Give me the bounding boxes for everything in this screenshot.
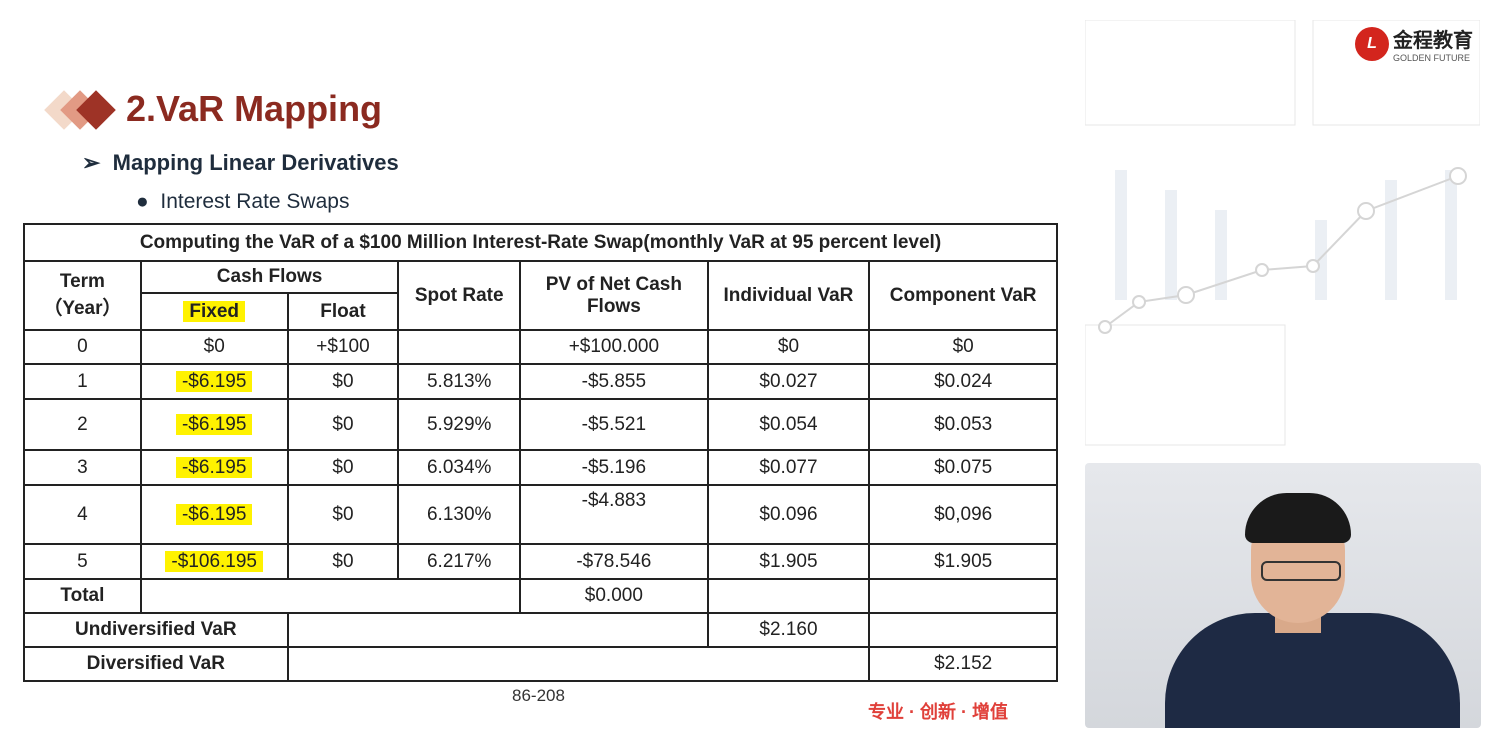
cell-float: $0 [286, 363, 400, 400]
table-row: 4 -$6.195 $0 6.130% -$4.883 $0.096 $0,096 [23, 484, 1058, 545]
cell-spot: 5.813% [397, 363, 522, 400]
cell-pv: +$100.000 [519, 329, 709, 365]
cell-pv: -$4.883 [519, 484, 709, 545]
table-row: 1 -$6.195 $0 5.813% -$5.855 $0.027 $0.024 [23, 363, 1058, 400]
cell-spot: 6.034% [397, 449, 522, 486]
cell-ivar: $0.054 [706, 398, 871, 451]
cell-ivar: $0.096 [706, 484, 871, 545]
logo: L 金程教育 GOLDEN FUTURE [1355, 24, 1473, 63]
cell-pv: -$78.546 [519, 543, 709, 580]
presenter-hair [1245, 493, 1351, 543]
cell-spot: 6.217% [397, 543, 522, 580]
cell-float: $0 [286, 398, 400, 451]
table-row: 0 $0 +$100 +$100.000 $0 $0 [23, 329, 1058, 365]
table-caption: Computing the VaR of a $100 Million Inte… [23, 223, 1058, 262]
header-cvar: Component VaR [868, 260, 1058, 331]
dot-bullet-icon: ● [136, 190, 161, 213]
presenter-video [1085, 463, 1481, 728]
arrow-bullet-icon: ➢ [82, 150, 113, 175]
subtitle: ➢ Mapping Linear Derivatives [82, 150, 399, 176]
cell-float: +$100 [286, 329, 400, 365]
cell-ivar: $0.027 [706, 363, 871, 400]
cell-cvar: $0 [868, 329, 1058, 365]
table-row: 2 -$6.195 $0 5.929% -$5.521 $0.054 $0.053 [23, 398, 1058, 451]
logo-name-en: GOLDEN FUTURE [1393, 53, 1471, 63]
cell-term: 2 [23, 398, 142, 451]
cell-cvar: $1.905 [868, 543, 1058, 580]
slide-title: 2.VaR Mapping [126, 88, 383, 129]
logo-emblem-icon: L [1355, 26, 1389, 61]
logo-name-cn: 金程教育 [1393, 30, 1473, 52]
background-decoration [1085, 20, 1480, 446]
table-row: 3 -$6.195 $0 6.034% -$5.196 $0.077 $0.075 [23, 449, 1058, 486]
cell-ivar: $0.077 [706, 449, 871, 486]
undiv-label: Undiversified VaR [23, 612, 289, 648]
cell-fixed: -$6.195 [139, 484, 289, 545]
div-value: $2.152 [868, 646, 1058, 682]
page-number: 86-208 [512, 686, 565, 705]
cell-ivar: $0 [706, 329, 871, 365]
header-pv: PV of Net Cash Flows [519, 260, 709, 331]
glasses-icon [1261, 561, 1341, 581]
cell-float: $0 [286, 484, 400, 545]
cell-float: $0 [286, 449, 400, 486]
cell-cvar: $0.053 [868, 398, 1058, 451]
table-row: 5 -$106.195 $0 6.217% -$78.546 $1.905 $1.905 [23, 543, 1058, 580]
cell-fixed: -$6.195 [139, 363, 289, 400]
cell-pv: -$5.521 [519, 398, 709, 451]
header-term: Term （Year） [23, 260, 142, 331]
cell-ivar: $1.905 [706, 543, 871, 580]
cell-spot: 6.130% [397, 484, 522, 545]
cell-term: 3 [23, 449, 142, 486]
subtitle-text: Mapping Linear Derivatives [112, 150, 399, 175]
cell-spot: 5.929% [397, 398, 522, 451]
cell-term: 4 [23, 484, 142, 545]
cell-fixed: -$6.195 [139, 398, 289, 451]
bullet-text: Interest Rate Swaps [160, 190, 350, 213]
var-table: Computing the VaR of a $100 Million Inte… [23, 223, 1058, 682]
cell-cvar: $0.075 [868, 449, 1058, 486]
bullet-item: ● Interest Rate Swaps [136, 190, 349, 214]
cell-fixed: -$6.195 [139, 449, 289, 486]
cell-term: 1 [23, 363, 142, 400]
cell-cvar: $0,096 [868, 484, 1058, 545]
cell-cvar: $0.024 [868, 363, 1058, 400]
header-spot: Spot Rate [397, 260, 522, 331]
cell-fixed: -$106.195 [139, 543, 289, 580]
total-label: Total [23, 578, 142, 614]
cell-fixed: $0 [139, 329, 289, 365]
header-fixed: Fixed [139, 292, 289, 331]
header-float: Float [286, 292, 400, 331]
cell-pv: -$5.196 [519, 449, 709, 486]
cell-term: 5 [23, 543, 142, 580]
header-ivar: Individual VaR [706, 260, 871, 331]
undiv-value: $2.160 [706, 612, 871, 648]
div-label: Diversified VaR [23, 646, 289, 682]
cell-float: $0 [286, 543, 400, 580]
cell-spot [397, 329, 522, 365]
cell-term: 0 [23, 329, 142, 365]
slogan: 专业 · 创新 · 增值 [868, 702, 1008, 722]
header-cash-flows: Cash Flows [139, 260, 400, 294]
total-pv: $0.000 [519, 578, 709, 614]
cell-pv: -$5.855 [519, 363, 709, 400]
